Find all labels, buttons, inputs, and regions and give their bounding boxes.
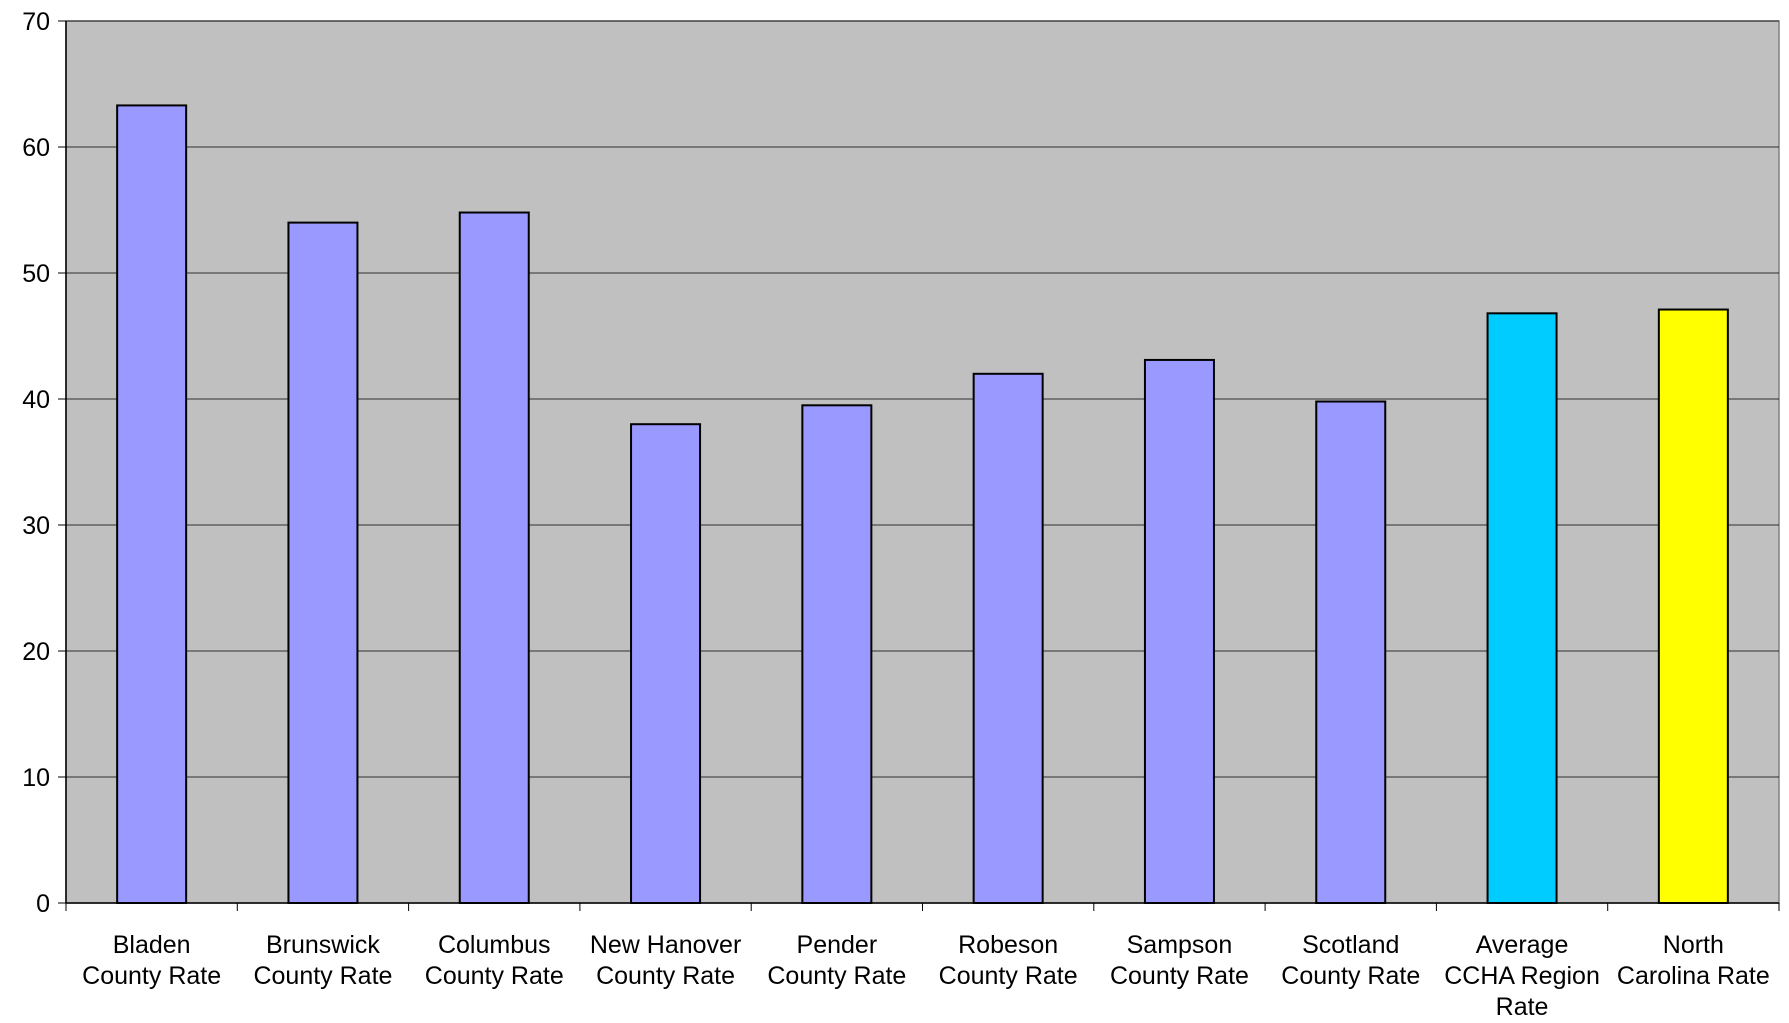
bar <box>1143 358 1215 904</box>
bar <box>801 404 873 904</box>
y-tick-labels: 0 10 20 30 40 50 60 70 <box>22 8 50 918</box>
y-tick-label: 50 <box>22 260 50 288</box>
y-tick-label: 20 <box>22 638 50 666</box>
x-category-label-line: New Hanover <box>590 931 741 959</box>
x-category-label: Columbus County Rate <box>425 931 564 990</box>
bar <box>458 211 530 904</box>
x-category-label-line: Average <box>1476 931 1569 959</box>
x-category-label: Bladen County Rate <box>82 931 221 990</box>
x-category-label-line: Robeson <box>958 931 1058 959</box>
x-category-label-line: North <box>1663 931 1724 959</box>
bars <box>116 104 1729 905</box>
bar <box>116 104 188 905</box>
bar <box>630 423 702 904</box>
x-category-label-line: County Rate <box>596 962 735 990</box>
x-category-label-line: County Rate <box>82 962 221 990</box>
x-category-label-line: County Rate <box>253 962 392 990</box>
x-category-label: Brunswick County Rate <box>253 931 392 990</box>
x-category-label-line: Scotland <box>1302 931 1399 959</box>
bar <box>1486 312 1558 904</box>
y-tick-label: 40 <box>22 386 50 414</box>
bar <box>1315 400 1387 904</box>
x-category-label-line: CCHA Region <box>1444 962 1600 990</box>
y-tick-label: 0 <box>36 890 50 918</box>
x-category-label-line: County Rate <box>939 962 1078 990</box>
y-tick-label: 30 <box>22 512 50 540</box>
x-category-label-line: Carolina Rate <box>1617 962 1770 990</box>
axes <box>65 21 1780 911</box>
x-category-label-line: Rate <box>1496 993 1549 1018</box>
x-category-label-line: County Rate <box>1281 962 1420 990</box>
y-tick-label: 10 <box>22 764 50 792</box>
x-category-label-line: Columbus <box>438 931 551 959</box>
x-category-label-line: Sampson <box>1127 931 1233 959</box>
x-category-label: Pender County Rate <box>767 931 906 990</box>
bar <box>972 372 1044 904</box>
y-tick-label: 70 <box>22 8 50 36</box>
x-category-label-line: County Rate <box>425 962 564 990</box>
x-category-label-line: County Rate <box>1110 962 1249 990</box>
x-category-label: North Carolina Rate <box>1617 931 1770 990</box>
x-category-label-line: Brunswick <box>266 931 380 959</box>
x-category-label: Average CCHA Region Rate <box>1444 931 1600 1018</box>
x-category-label-line: County Rate <box>767 962 906 990</box>
x-category-label: Robeson County Rate <box>939 931 1078 990</box>
bar <box>1657 308 1729 905</box>
y-tick-label: 60 <box>22 134 50 162</box>
bar <box>287 221 359 905</box>
x-category-label: New Hanover County Rate <box>590 931 741 990</box>
x-category-label-line: Pender <box>797 931 878 959</box>
x-category-label: Sampson County Rate <box>1110 931 1249 990</box>
x-category-label-line: Bladen <box>113 931 191 959</box>
x-category-label: Scotland County Rate <box>1281 931 1420 990</box>
